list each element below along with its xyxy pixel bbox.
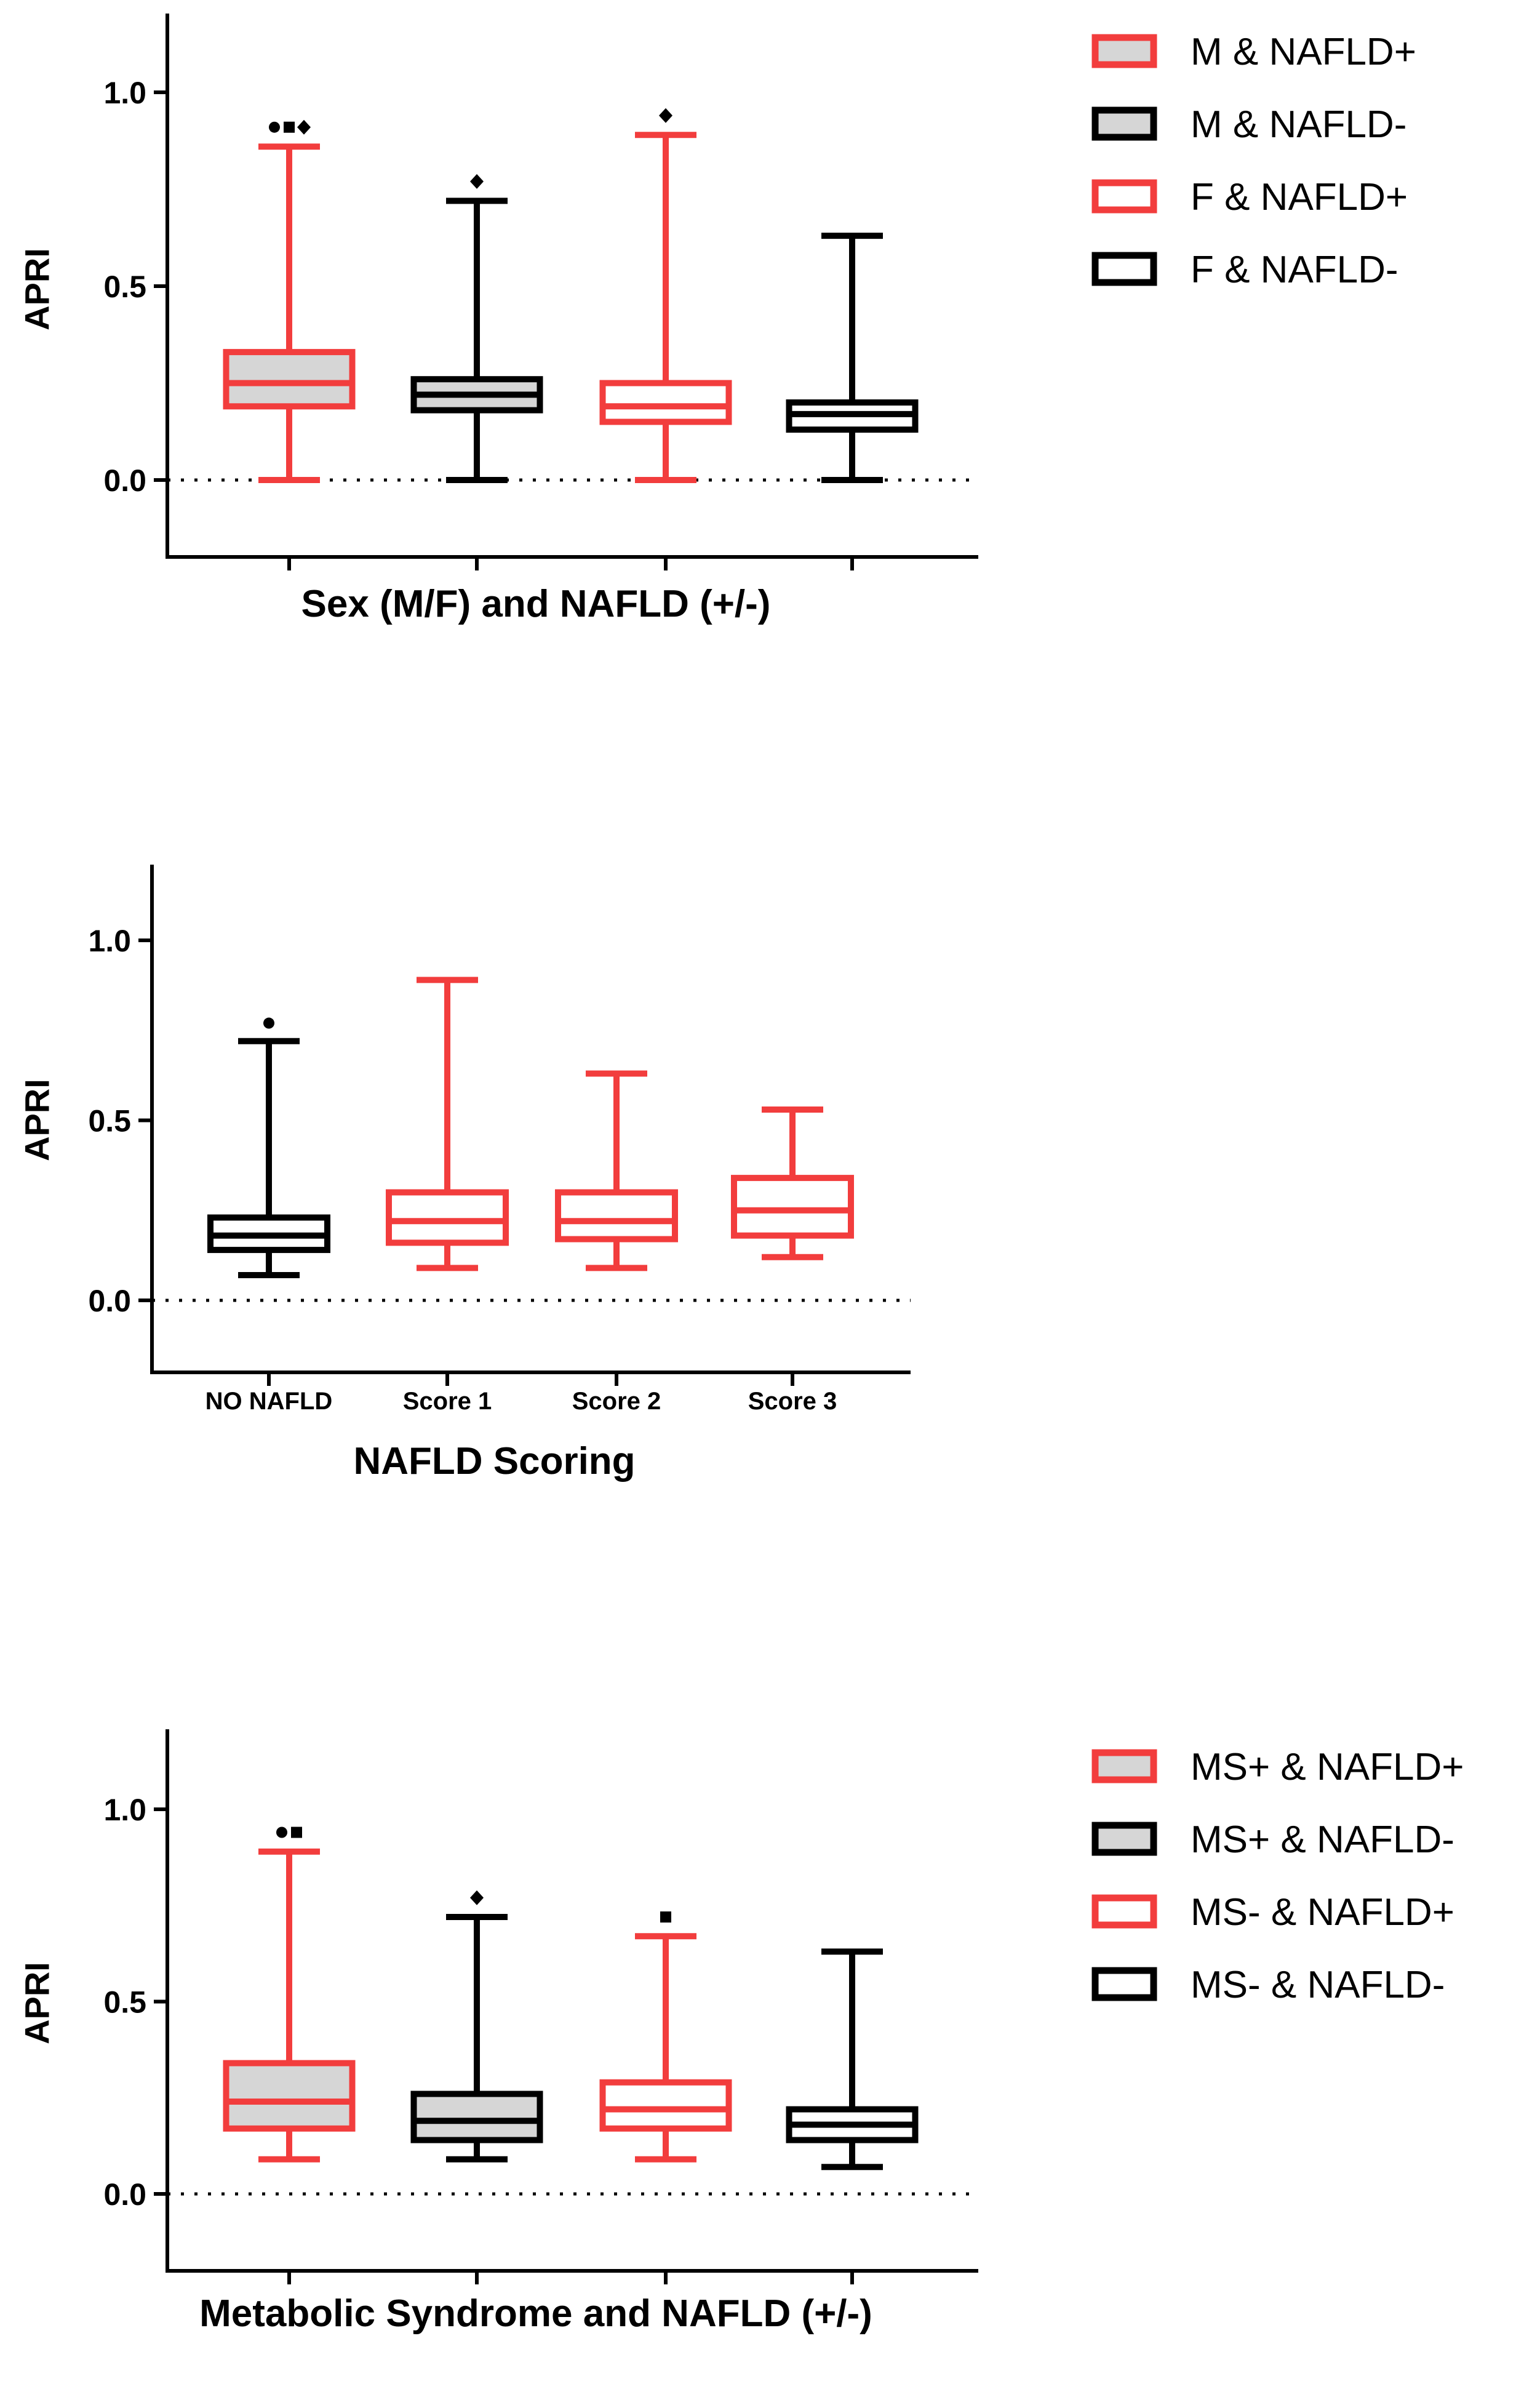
- y-tick-label: 1.0: [88, 924, 131, 958]
- y-tick-label: 0.5: [103, 1985, 146, 2020]
- legend-label: F & NAFLD+: [1191, 176, 1408, 218]
- box-plot-f-nafld-: [599, 108, 732, 483]
- box-plot-score-2: [555, 1070, 678, 1271]
- legend-swatch: [1091, 252, 1157, 286]
- outlier-point: [470, 174, 484, 189]
- iqr-box: [599, 380, 732, 425]
- legend-label: M & NAFLD-: [1191, 103, 1406, 146]
- legend-swatch: [1091, 34, 1157, 68]
- y-tick-label: 0.5: [88, 1104, 131, 1138]
- outlier-point: [269, 121, 280, 133]
- outlier-point: [660, 1911, 671, 1923]
- legend-label: M & NAFLD+: [1191, 31, 1416, 73]
- x-category-label: Score 2: [572, 1388, 661, 1415]
- legend-swatch: [1091, 1894, 1157, 1929]
- y-tick-label: 0.0: [103, 463, 146, 498]
- box-plot-ms-nafld-: [786, 1948, 919, 2171]
- box-plot-m-nafld-: [410, 174, 543, 483]
- outlier-point: [263, 1017, 274, 1029]
- x-axis-label: Sex (M/F) and NAFLD (+/-): [301, 583, 771, 625]
- y-tick-label: 0.5: [103, 270, 146, 304]
- y-axis-label: APRI: [18, 248, 57, 330]
- x-category-label: Score 3: [748, 1388, 837, 1415]
- outlier-point: [470, 1890, 484, 1905]
- legend-swatch: [1091, 1749, 1157, 1783]
- x-axis-label: Metabolic Syndrome and NAFLD (+/-): [199, 2292, 872, 2335]
- box-plot-ms-nafld-: [410, 1890, 543, 2163]
- legend-label: MS- & NAFLD+: [1191, 1891, 1454, 1934]
- box-plot-ms-nafld-: [599, 1911, 732, 2163]
- outlier-point: [291, 1827, 302, 1838]
- x-category-label: NO NAFLD: [205, 1388, 333, 1415]
- y-tick-label: 1.0: [103, 76, 146, 110]
- legend-label: MS+ & NAFLD-: [1191, 1819, 1454, 1861]
- y-tick-label: 1.0: [103, 1793, 146, 1827]
- legend-label: F & NAFLD-: [1191, 249, 1398, 291]
- iqr-box: [223, 2060, 356, 2132]
- outlier-point: [297, 119, 311, 135]
- box-plot-ms-nafld-: [223, 1827, 356, 2163]
- y-axis-label: APRI: [18, 1079, 57, 1161]
- x-axis-label: NAFLD Scoring: [353, 1440, 635, 1483]
- legend-label: MS- & NAFLD-: [1191, 1964, 1445, 2006]
- chart-panel-nafld-scoring: 0.0 0.5 1.0 APRI NO NAFLD Score 1 Score 2 Score…: [18, 865, 911, 1483]
- iqr-box: [223, 349, 356, 410]
- iqr-box: [386, 1189, 509, 1246]
- box-plot-f-nafld-: [786, 233, 919, 483]
- legend-swatch: [1091, 179, 1157, 214]
- legend: MS+ & NAFLD+ MS+ & NAFLD- MS- & NAFLD+ MS- …: [1091, 1746, 1464, 2006]
- box-plot-score-3: [731, 1106, 854, 1260]
- iqr-box: [410, 2091, 543, 2143]
- box-plot-no-nafld: [207, 1017, 330, 1279]
- legend-swatch: [1091, 106, 1157, 141]
- outlier-point: [276, 1827, 287, 1838]
- chart-panel-sex-nafld: 0.0 0.5 1.0 APRI Sex (M/F) and NAFLD (+/-) M …: [18, 14, 1416, 625]
- chart-panel-metabolic-syndrome-nafld: 0.0 0.5 1.0 APRI Metabolic Syndrome and NAFL…: [18, 1729, 1464, 2335]
- legend: M & NAFLD+ M & NAFLD- F & NAFLD+ F & NAFLD-: [1091, 31, 1416, 291]
- legend-swatch: [1091, 1967, 1157, 2001]
- iqr-box: [731, 1175, 854, 1239]
- iqr-box: [555, 1189, 678, 1243]
- box-plot-m-nafld-: [223, 119, 356, 483]
- outlier-point: [284, 121, 295, 133]
- iqr-box: [599, 2079, 732, 2132]
- box-plot-score-1: [386, 977, 509, 1271]
- legend-label: MS+ & NAFLD+: [1191, 1746, 1464, 1788]
- y-axis-label: APRI: [18, 1962, 57, 2044]
- y-tick-label: 0.0: [88, 1284, 131, 1318]
- legend-swatch: [1091, 1822, 1157, 1856]
- x-category-label: Score 1: [403, 1388, 492, 1415]
- y-tick-label: 0.0: [103, 2177, 146, 2212]
- outlier-point: [659, 108, 672, 123]
